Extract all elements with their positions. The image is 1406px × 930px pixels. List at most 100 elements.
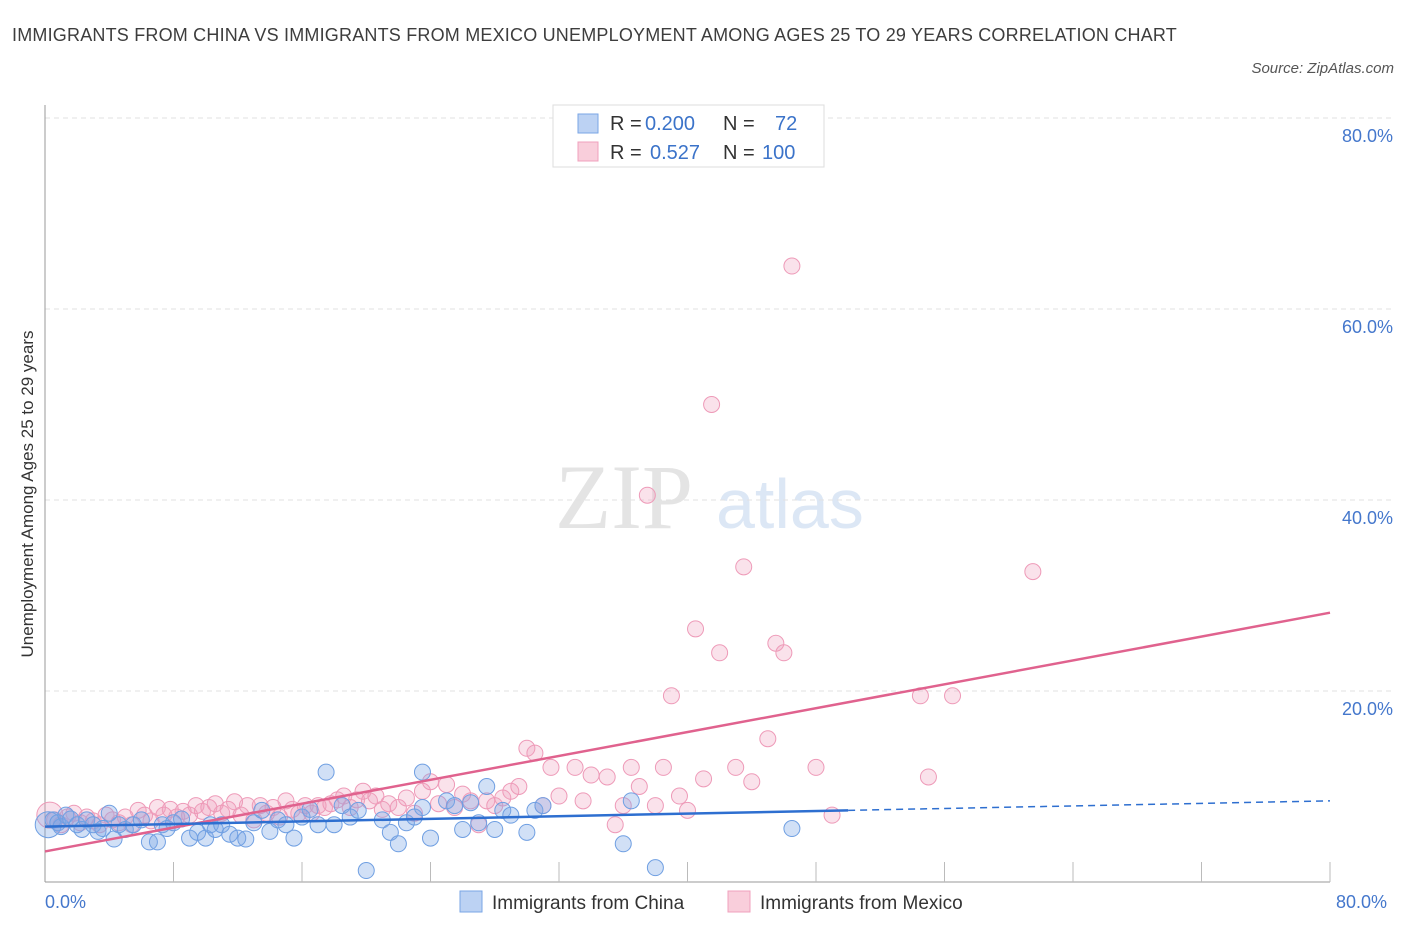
mexico-point	[574, 792, 592, 810]
china-point	[317, 763, 335, 781]
mexico-point	[582, 766, 600, 784]
y-tick-label: 80.0%	[1342, 126, 1393, 146]
series-mexico-points	[36, 257, 1042, 834]
legend-china-r-value: 0.200	[645, 113, 695, 135]
mexico-point	[703, 396, 721, 413]
mexico-point	[1024, 563, 1042, 581]
legend-china-n-value: 72	[775, 113, 797, 135]
mexico-point	[711, 644, 729, 662]
mexico-point	[735, 558, 753, 576]
mexico-point	[510, 778, 528, 795]
y-tick-labels: 20.0% 40.0% 60.0% 80.0%	[1342, 126, 1393, 719]
legend-china-swatch	[577, 113, 599, 134]
mexico-point	[518, 739, 536, 757]
y-tick-label: 40.0%	[1342, 508, 1393, 528]
x-tick-label-max: 80.0%	[1336, 892, 1387, 912]
mexico-point	[695, 770, 713, 788]
correlation-legend: R = 0.200 N = 72 R = 0.527 N = 100	[552, 104, 825, 168]
china-point	[622, 792, 640, 810]
series-legend-china-swatch	[459, 890, 483, 913]
mexico-point	[630, 778, 648, 795]
mexico-point	[759, 730, 777, 748]
watermark-zip: ZIP	[555, 446, 693, 548]
china-point	[269, 811, 287, 829]
chart-title: IMMIGRANTS FROM CHINA VS IMMIGRANTS FROM…	[12, 25, 1177, 45]
legend-mexico-swatch	[577, 141, 599, 162]
legend-china-r-label: R =	[610, 113, 642, 135]
china-point	[197, 829, 215, 847]
china-point	[478, 778, 496, 795]
mexico-point	[614, 797, 632, 815]
legend-mexico-r-label: R =	[610, 142, 642, 164]
china-point	[357, 862, 375, 880]
source-label: Source: ZipAtlas.com	[1251, 60, 1394, 77]
china-point	[534, 797, 552, 815]
mexico-point	[542, 758, 560, 776]
mexico-point	[679, 801, 696, 819]
legend-china-n-label: N =	[723, 113, 755, 135]
mexico-point	[380, 795, 398, 813]
mexico-point	[598, 768, 616, 786]
china-point	[614, 835, 632, 853]
mexico-point	[743, 773, 761, 791]
mexico-point	[606, 816, 624, 834]
mexico-point	[727, 758, 745, 776]
trend-line-mexico	[44, 611, 1331, 853]
y-axis-title: Unemployment Among Ages 25 to 29 years	[18, 331, 37, 658]
china-point	[413, 763, 431, 781]
mexico-point	[348, 791, 366, 809]
series-legend: Immigrants from China Immigrants from Me…	[459, 890, 963, 914]
mexico-point	[775, 644, 793, 662]
mexico-point	[646, 797, 664, 815]
china-point	[518, 823, 536, 841]
y-tick-label: 20.0%	[1342, 699, 1393, 719]
china-point	[389, 835, 407, 853]
mexico-point	[187, 797, 205, 815]
china-point	[325, 816, 343, 834]
mexico-point	[662, 687, 680, 705]
mexico-point	[136, 806, 154, 824]
china-point	[646, 859, 664, 877]
watermark-atlas: atlas	[716, 465, 864, 543]
china-point	[285, 829, 303, 847]
mexico-point	[944, 687, 962, 705]
china-point	[446, 797, 464, 815]
series-legend-china-label: Immigrants from China	[492, 893, 685, 914]
mexico-point	[36, 801, 64, 829]
china-point	[454, 820, 472, 838]
china-point	[462, 794, 480, 812]
trend-lines	[44, 611, 1331, 853]
series-legend-mexico-swatch	[727, 890, 751, 913]
china-point	[237, 830, 255, 848]
mexico-point	[670, 787, 688, 805]
china-point	[148, 833, 166, 851]
china-point	[526, 801, 544, 819]
x-ticks	[173, 862, 1331, 882]
grid-lines	[45, 117, 1395, 692]
trend-line-china-extension	[848, 800, 1331, 812]
china-point	[100, 804, 118, 822]
china-point	[438, 792, 456, 810]
legend-mexico-r-value: 0.527	[650, 142, 700, 164]
china-point	[89, 822, 107, 840]
series-legend-mexico-label: Immigrants from Mexico	[760, 893, 963, 914]
china-point	[486, 820, 504, 838]
mexico-point	[622, 758, 640, 776]
x-tick-label-min: 0.0%	[45, 892, 86, 912]
mexico-point	[550, 787, 568, 805]
legend-mexico-n-value: 100	[762, 142, 795, 164]
mexico-point	[687, 620, 705, 638]
china-point	[783, 820, 801, 838]
mexico-point	[654, 758, 672, 776]
legend-mexico-n-label: N =	[723, 142, 755, 164]
china-point	[502, 806, 520, 824]
mexico-point	[502, 782, 520, 800]
china-point	[422, 829, 439, 847]
mexico-point	[807, 758, 825, 776]
y-tick-label: 60.0%	[1342, 317, 1393, 337]
mexico-point	[919, 768, 937, 786]
china-point	[309, 816, 327, 834]
mexico-point	[566, 758, 584, 776]
china-point	[221, 825, 239, 843]
